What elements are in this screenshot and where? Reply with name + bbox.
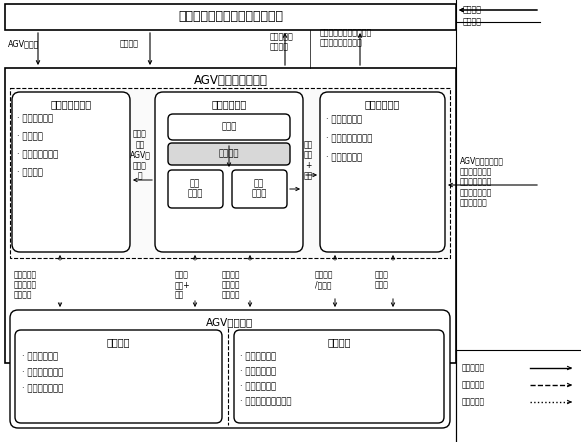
Text: · 多目标实时路径规划: · 多目标实时路径规划 [240,397,292,407]
FancyBboxPatch shape [320,92,445,252]
Bar [5,4,456,30]
Text: 任务不
确定
AGV的
虚拟路
径: 任务不 确定 AGV的 虚拟路 径 [130,130,150,180]
Text: AGV群智能调度系统: AGV群智能调度系统 [193,73,267,87]
Text: 任务可
执行性: 任务可 执行性 [375,270,389,290]
Text: · 滚动预测: · 滚动预测 [17,168,43,178]
Text: 任务分配
/重分配: 任务分配 /重分配 [315,270,333,290]
Text: 码头作业管理系统（上层系统）: 码头作业管理系统（上层系统） [178,11,283,23]
Text: · 动态调度策略: · 动态调度策略 [326,115,362,125]
Text: 应急任务: 应急任务 [120,39,139,49]
Text: 路径信息流: 路径信息流 [462,397,485,407]
Text: 任务
实例库: 任务 实例库 [252,179,267,199]
Text: AGV任务集: AGV任务集 [8,39,40,49]
Text: AGV路径规划: AGV路径规划 [206,317,254,327]
FancyBboxPatch shape [168,114,290,140]
Text: · 滚动在线优化: · 滚动在线优化 [240,382,276,392]
FancyBboxPatch shape [155,92,303,252]
FancyBboxPatch shape [15,330,222,423]
Text: 状态信息流: 状态信息流 [462,363,485,373]
Text: 任务
实例
+
知识: 任务 实例 + 知识 [303,140,313,180]
Text: 故障信息: 故障信息 [463,18,482,27]
Text: 知识库: 知识库 [221,122,236,132]
Text: 未来交通流
分布的滚动
预测信息: 未来交通流 分布的滚动 预测信息 [14,270,37,300]
Text: · 多目标路径规划: · 多目标路径规划 [22,385,63,393]
Text: 完成本任
务的路径
优化信息: 完成本任 务的路径 优化信息 [222,270,241,300]
FancyBboxPatch shape [168,170,223,208]
Text: · 启发式搜索规则: · 启发式搜索规则 [22,369,63,377]
Text: · 自组织自协商机制: · 自组织自协商机制 [326,134,372,144]
Text: 应急任务: 应急任务 [327,337,351,347]
Text: 任务信息流: 任务信息流 [462,381,485,389]
FancyBboxPatch shape [232,170,287,208]
Bar [10,88,450,258]
Text: 调度知识管理: 调度知识管理 [211,99,246,109]
Text: 任务集完成
情况反馈: 任务集完成 情况反馈 [270,32,294,52]
Text: 路网交通流预测: 路网交通流预测 [51,99,92,109]
FancyBboxPatch shape [234,330,444,423]
Text: · 双层规划模型: · 双层规划模型 [326,153,362,163]
Text: 路径
实例库: 路径 实例库 [187,179,203,199]
Text: · 自由路径模式: · 自由路径模式 [240,353,276,362]
Text: 应急信息: 应急信息 [463,5,482,15]
Text: 可选路
径集+
知识: 可选路 径集+ 知识 [175,270,191,300]
Text: 任务完成、无法完成任务
（如拥堵、故障等）: 任务完成、无法完成任务 （如拥堵、故障等） [320,28,372,48]
Text: 任务动态调度: 任务动态调度 [364,99,400,109]
Text: AGV实时状态信息
（任务完成、方
位、速度、任务
优先级、故障、
安全报警等）: AGV实时状态信息 （任务完成、方 位、速度、任务 优先级、故障、 安全报警等） [460,157,504,207]
Text: 数据挖掘: 数据挖掘 [219,149,239,159]
Bar [5,68,456,363]
Text: 常规任务: 常规任务 [106,337,130,347]
Text: · 预测模型: · 预测模型 [17,133,43,141]
Text: · 环境地图建模: · 环境地图建模 [240,367,276,377]
FancyBboxPatch shape [10,310,450,428]
FancyBboxPatch shape [12,92,130,252]
FancyBboxPatch shape [168,143,290,165]
Text: · 可选路径模式: · 可选路径模式 [22,353,58,362]
Text: · 路网拓扑结构: · 路网拓扑结构 [17,114,53,123]
Text: · 自适应调整机制: · 自适应调整机制 [17,150,58,160]
